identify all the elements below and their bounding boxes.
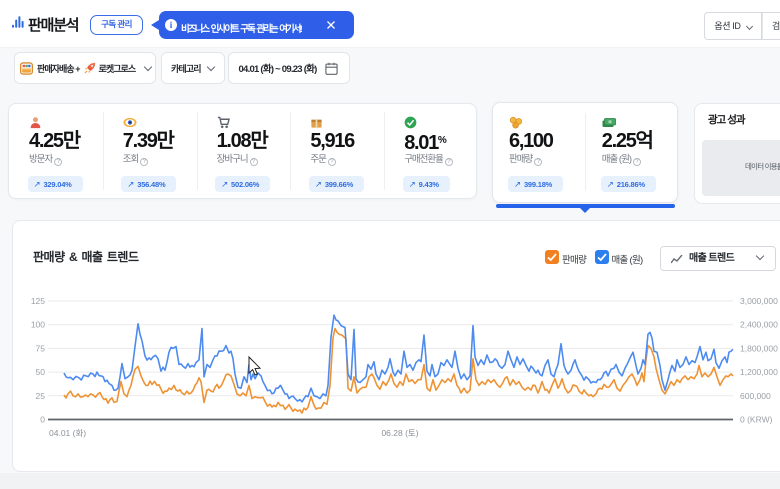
svg-text:1,200,000: 1,200,000 <box>740 367 778 377</box>
svg-text:100: 100 <box>31 320 45 330</box>
svg-text:04.01 (화): 04.01 (화) <box>49 428 86 438</box>
svg-text:3,000,000: 3,000,000 <box>740 296 778 306</box>
svg-text:1,800,000: 1,800,000 <box>740 343 778 353</box>
svg-text:06.28 (토): 06.28 (토) <box>381 428 418 438</box>
svg-text:2,400,000: 2,400,000 <box>740 320 778 330</box>
svg-text:0 (KRW): 0 (KRW) <box>740 415 773 425</box>
svg-text:600,000: 600,000 <box>740 391 771 401</box>
svg-text:50: 50 <box>36 367 46 377</box>
svg-text:125: 125 <box>31 296 45 306</box>
svg-text:25: 25 <box>36 391 46 401</box>
svg-text:75: 75 <box>36 343 46 353</box>
svg-text:0: 0 <box>40 415 45 425</box>
